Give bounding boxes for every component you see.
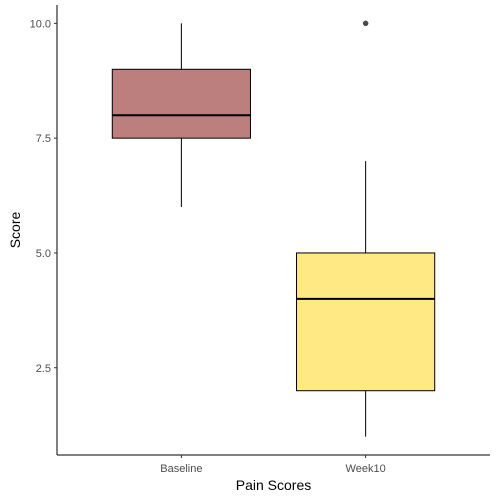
box-group-baseline xyxy=(111,23,251,208)
x-tick-label: Baseline xyxy=(160,463,202,475)
box-group-week10 xyxy=(296,20,436,437)
y-tick-label: 2.5 xyxy=(36,363,51,375)
x-axis-ticks: Baseline Week10 xyxy=(160,455,386,475)
y-tick-label: 7.5 xyxy=(36,133,51,145)
y-tick-label: 5.0 xyxy=(36,248,51,260)
box-week10 xyxy=(296,252,436,392)
x-tick-label: Week10 xyxy=(346,463,386,475)
y-axis-ticks: 2.5 5.0 7.5 10.0 xyxy=(30,18,57,375)
plot-area xyxy=(111,20,436,437)
y-axis-title: Score xyxy=(7,212,23,249)
outlier-week10 xyxy=(362,20,369,27)
box-baseline xyxy=(111,68,251,139)
x-axis-title: Pain Scores xyxy=(236,477,311,493)
y-tick-label: 10.0 xyxy=(30,18,51,30)
